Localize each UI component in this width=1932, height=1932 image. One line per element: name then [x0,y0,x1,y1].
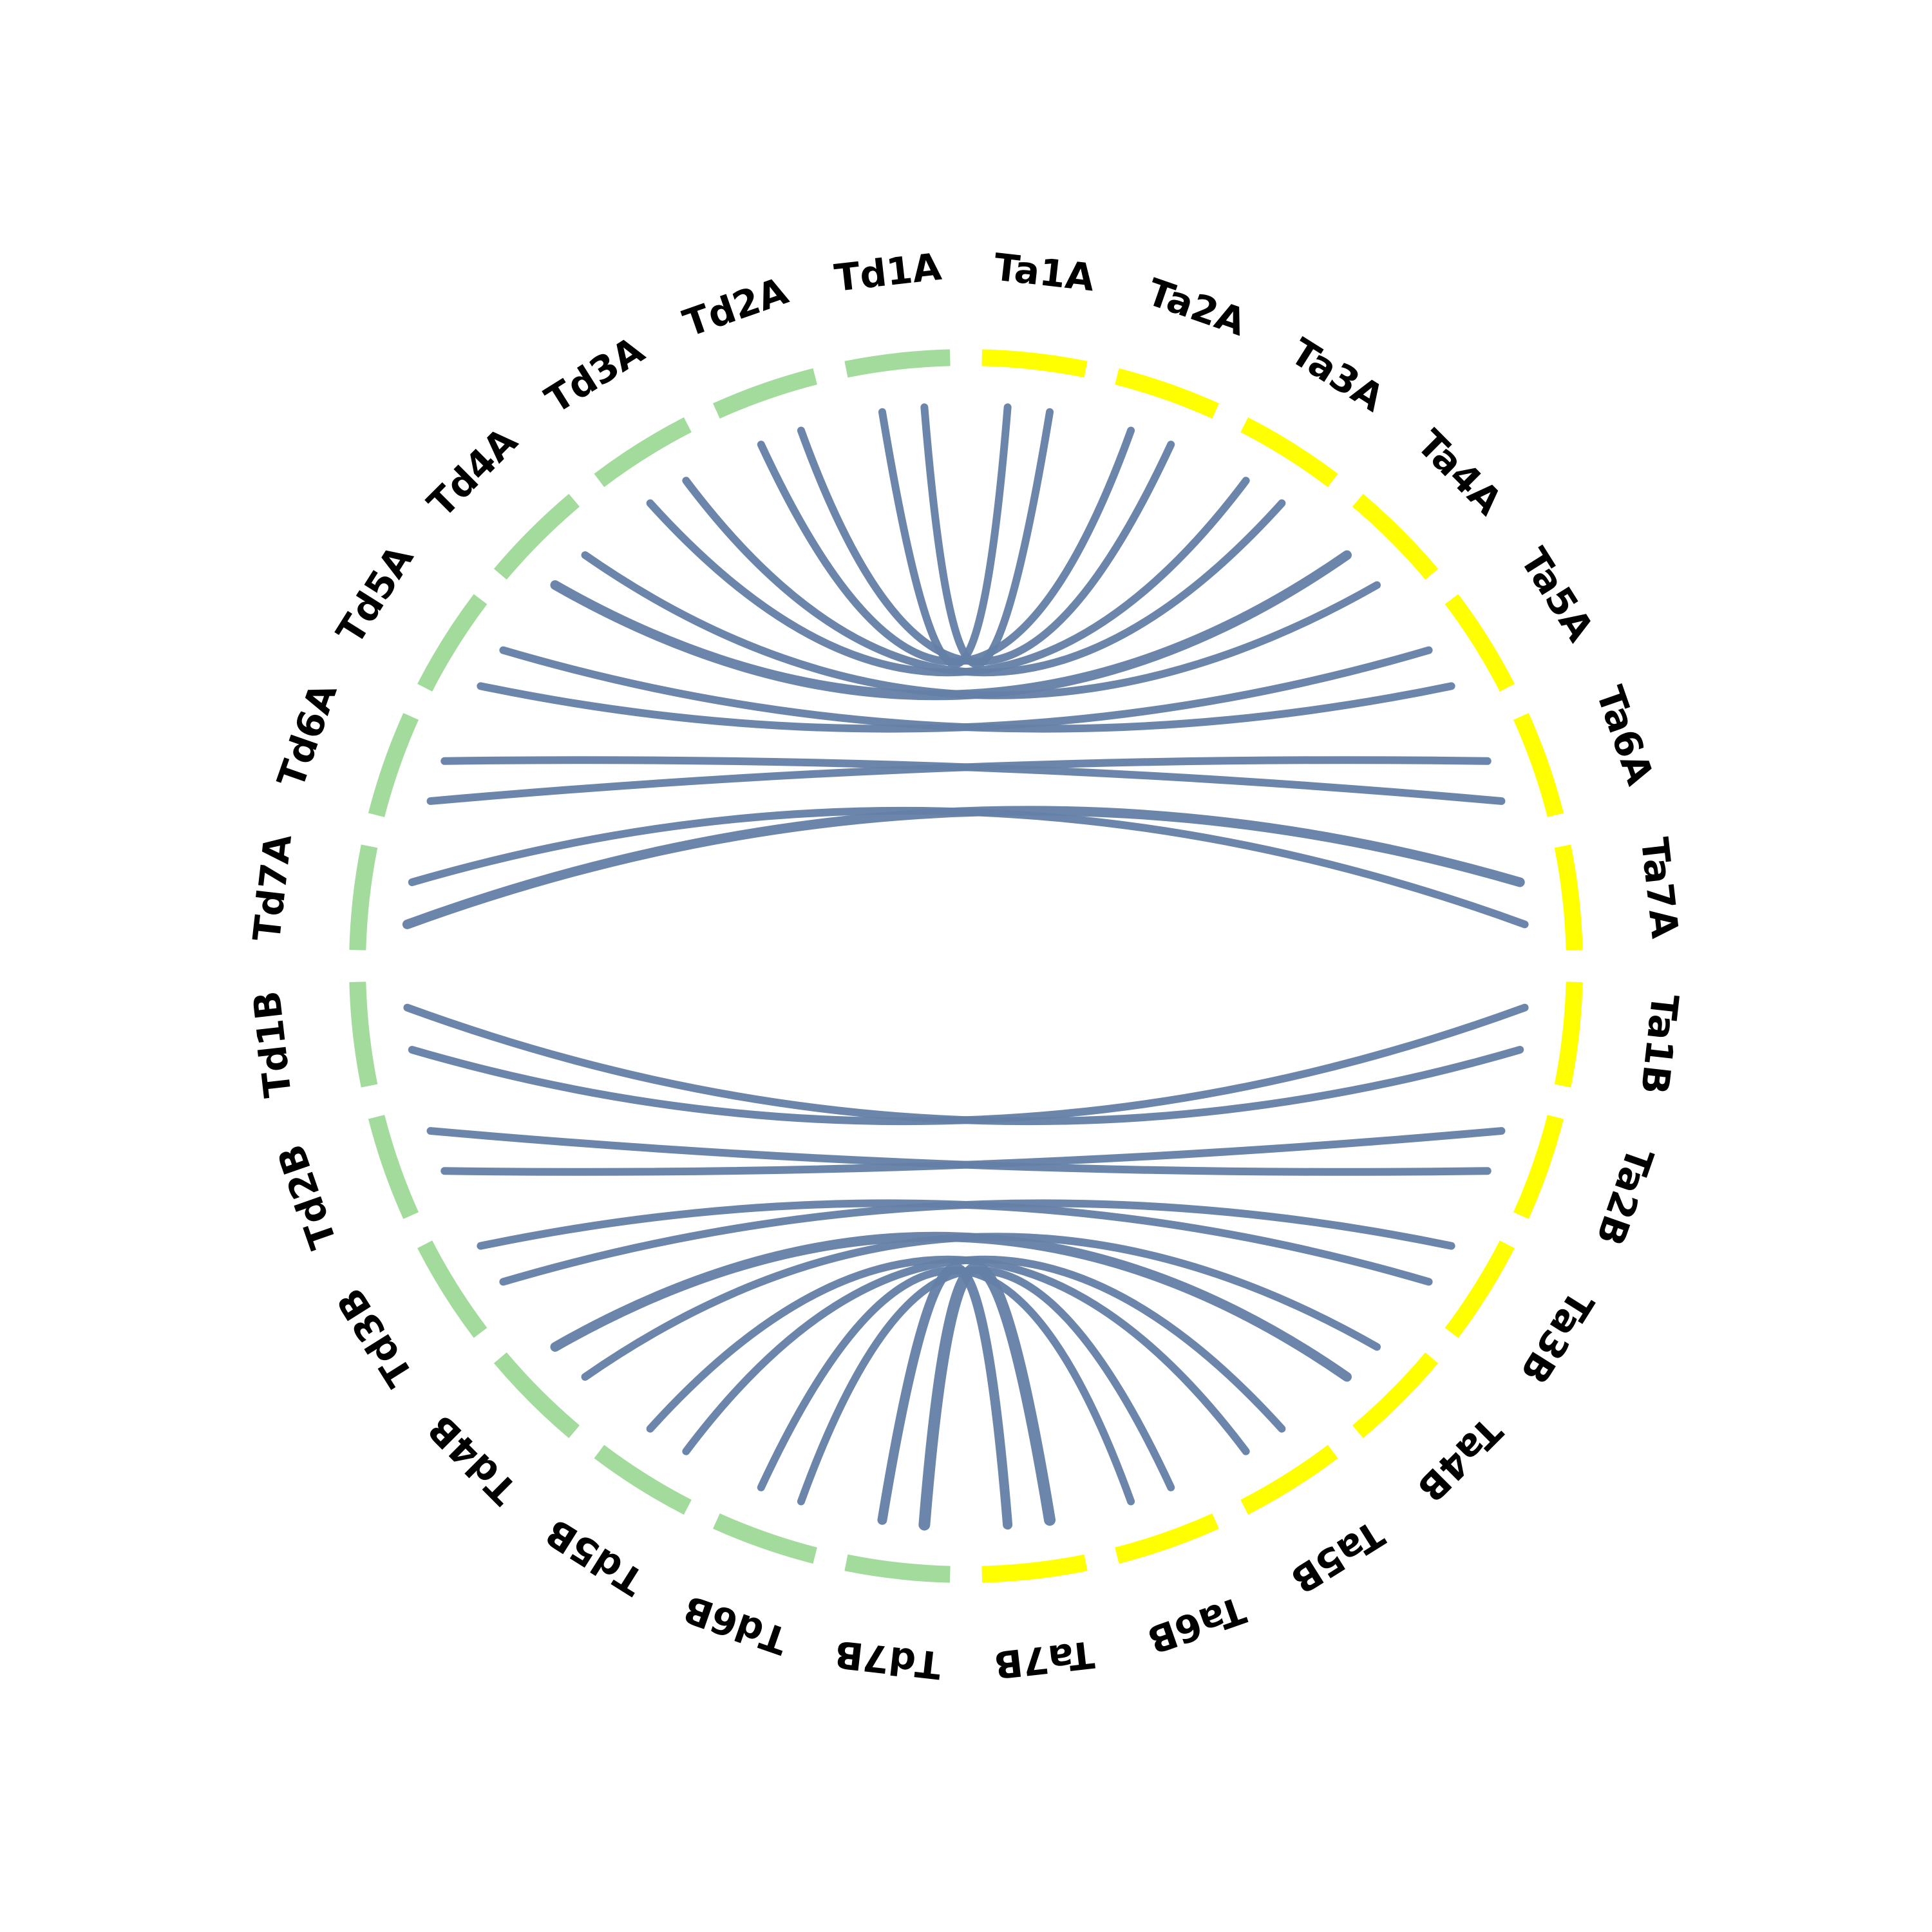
synteny-link-td6a-ta6a [440,756,1506,805]
chromosome-segment-td1b [349,981,378,1088]
chromosome-segment-td5a [417,594,488,692]
chromosome-segment-ta6b [1115,1513,1219,1564]
synteny-link-td4a-ta4a [581,551,1381,699]
synteny-link-td2b-ta2b [426,1127,1492,1176]
synteny-link-td3a-ta3a [682,477,1286,677]
synteny-link-td3b-ta3b [477,1199,1433,1286]
synteny-links [402,403,1529,1531]
chromosome-segment-ta7b [981,1554,1088,1583]
chromosome-segment-td7a [349,844,378,951]
chromosome-segment-ta1a [981,349,1088,378]
synteny-link-td1b-ta1b [403,1003,1524,1126]
chromosome-segment-ta3a [1240,417,1338,488]
chromosome-segment-ta7a [1554,844,1583,951]
chromosome-segment-td2a [713,368,817,419]
synteny-link-td4b-ta4b [550,1231,1352,1382]
chromosome-segment-ta5a [1444,594,1515,692]
chromosome-segment-td3b [417,1240,488,1338]
chromosome-segment-td5b [594,1444,692,1515]
synteny-link-td7a-ta7a [408,806,1529,929]
chromosome-segment-td4b [493,1352,580,1439]
chromosome-ring [349,349,1583,1583]
chromosome-segment-ta6a [1513,713,1564,817]
chromosome-segment-td4a [493,493,580,580]
chromosome-segment-ta5b [1240,1444,1338,1515]
chromosome-segment-ta2a [1115,368,1219,419]
synteny-link-td7b-ta7b [918,1262,1056,1531]
chromosome-segment-ta4b [1352,1352,1439,1439]
synteny-link-td2a-ta2a [797,426,1175,666]
chromosome-segment-ta1b [1554,981,1583,1088]
chromosome-segment-td6b [713,1513,817,1564]
synteny-link-td7b-ta7b [877,1263,1013,1530]
chromosome-segment-ta2b [1513,1115,1564,1219]
chromosome-segment-ta3b [1444,1240,1515,1338]
synteny-link-td5a-ta5a [499,646,1455,733]
chromosome-segment-td2b [368,1115,419,1219]
chromosome-segment-td3a [594,417,692,488]
synteny-link-td5b-ta5b [646,1255,1250,1455]
chromosome-segment-td6a [368,713,419,817]
chromosome-segment-td7b [844,1554,951,1583]
chromosome-segment-ta4a [1352,493,1439,580]
chromosome-segment-td1a [844,349,951,378]
